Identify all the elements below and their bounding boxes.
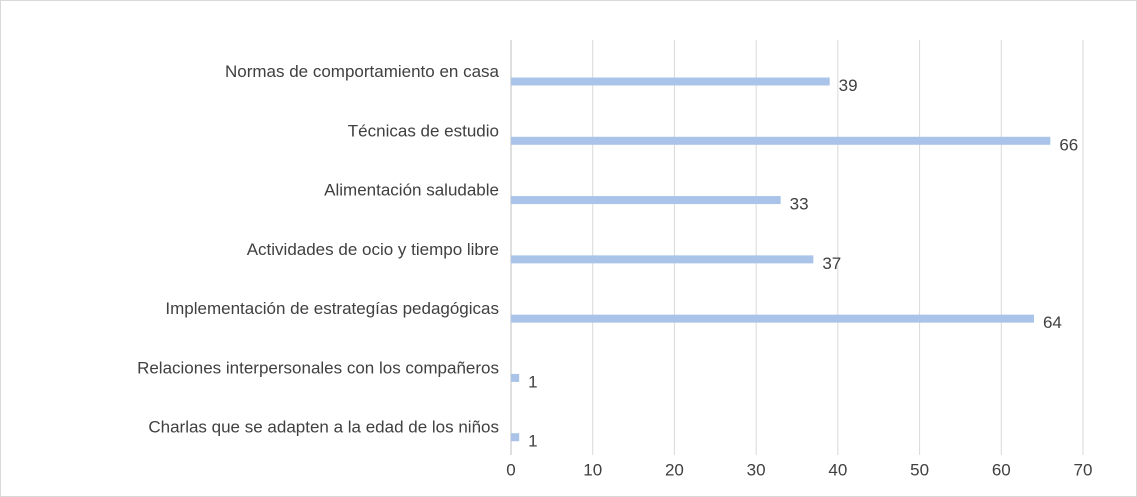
bar [511, 196, 781, 205]
bar [511, 314, 1034, 323]
x-tick-label: 0 [506, 460, 515, 479]
x-tick-label: 60 [992, 460, 1011, 479]
bar [511, 77, 830, 86]
value-label: 39 [839, 76, 858, 95]
x-tick-label: 10 [583, 460, 602, 479]
value-label: 1 [528, 372, 537, 391]
bar [511, 433, 520, 442]
value-label: 1 [528, 432, 537, 451]
y-tick-label: Normas de comportamiento en casa [225, 62, 500, 81]
y-tick-label: Charlas que se adapten a la edad de los … [148, 418, 499, 437]
y-tick-label: Técnicas de estudio [348, 121, 499, 140]
y-tick-label: Implementación de estrategías pedagógica… [165, 299, 499, 318]
bar [511, 136, 1051, 145]
bar [511, 255, 814, 264]
value-label: 64 [1043, 313, 1062, 332]
value-label: 37 [822, 254, 841, 273]
x-tick-label: 20 [665, 460, 684, 479]
value-label: 66 [1059, 135, 1078, 154]
y-tick-label: Alimentación saludable [324, 181, 499, 200]
x-tick-label: 40 [828, 460, 847, 479]
value-label: 33 [790, 195, 809, 214]
bar [511, 373, 520, 382]
x-tick-label: 70 [1074, 460, 1093, 479]
x-tick-label: 50 [910, 460, 929, 479]
x-tick-label: 30 [747, 460, 766, 479]
y-tick-label: Actividades de ocio y tiempo libre [247, 240, 499, 259]
y-tick-label: Relaciones interpersonales con los compa… [137, 358, 499, 377]
